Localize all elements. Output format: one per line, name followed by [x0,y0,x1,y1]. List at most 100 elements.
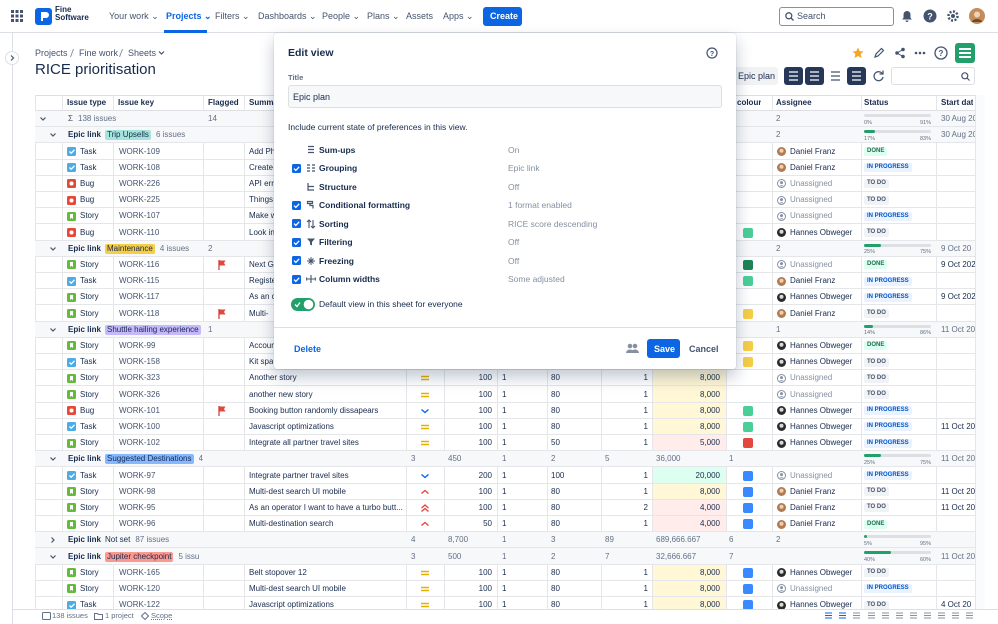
issue-key[interactable]: WORK-116 [119,259,160,269]
status-lozenge[interactable]: TO DO [864,228,889,237]
title-input[interactable] [288,85,722,108]
summary[interactable]: Multi-destination search [249,519,334,529]
checkbox-checked[interactable] [292,274,301,284]
footer-tool[interactable] [824,611,833,620]
checkbox-checked[interactable] [292,163,301,173]
star-icon[interactable] [852,47,864,59]
checkbox-unchecked[interactable] [292,145,301,154]
issue-key[interactable]: WORK-98 [119,486,156,496]
issue-row[interactable] [35,500,975,516]
issue-key[interactable]: WORK-97 [119,470,156,480]
issue-row[interactable] [35,581,975,597]
status-lozenge[interactable]: IN PROGRESS [864,211,912,221]
expand-toggle[interactable] [49,536,57,544]
footer-tool[interactable] [965,611,974,620]
issue-key[interactable]: WORK-158 [119,357,160,367]
column-header[interactable]: Summary [249,98,286,107]
status-lozenge[interactable]: IN PROGRESS [864,438,912,448]
issue-row[interactable] [35,354,975,371]
status-lozenge[interactable]: IN PROGRESS [864,471,912,480]
issue-key[interactable]: WORK-226 [119,178,160,188]
summary[interactable]: Add Ph [249,146,276,156]
save-button[interactable] [647,339,680,358]
status-lozenge[interactable]: IN PROGRESS [864,292,912,302]
issue-key[interactable]: WORK-323 [119,373,160,383]
status-lozenge[interactable]: IN PROGRESS [864,584,912,594]
issue-key[interactable]: WORK-225 [119,195,160,205]
status-lozenge[interactable]: DONE [864,341,888,351]
issue-key[interactable]: WORK-118 [119,308,160,318]
search-box[interactable] [779,7,894,26]
status-lozenge[interactable]: TO DO [864,357,889,367]
summary[interactable]: Multi- [249,308,269,318]
help-icon[interactable]: ? [923,9,937,23]
nav-item[interactable]: Plans ⌄ [367,11,400,21]
issue-row[interactable] [35,403,975,419]
issue-key[interactable]: WORK-120 [119,583,160,593]
breadcrumb[interactable]: Sheets [128,48,157,58]
summary[interactable]: As an c [249,292,276,302]
status-lozenge[interactable]: TO DO [864,503,889,513]
column-header[interactable]: Issue key [118,98,155,107]
footer-tool[interactable] [909,611,918,620]
issue-key[interactable]: WORK-326 [119,389,160,399]
summary[interactable]: Accoun [249,340,276,350]
issue-row[interactable] [35,484,975,500]
cancel-button[interactable]: Cancel [689,343,719,354]
issue-row[interactable] [35,419,975,435]
nav-item[interactable]: Assets [406,11,434,21]
column-header[interactable]: colour [737,98,762,107]
issue-key[interactable]: WORK-102 [119,438,160,448]
summary[interactable]: Registe [249,276,277,286]
apps-icon[interactable] [11,10,23,22]
status-lozenge[interactable]: TO DO [864,600,889,610]
column-header[interactable]: Start dat [941,98,974,107]
more-icon[interactable] [914,49,926,57]
column-header[interactable]: Flagged [208,98,239,107]
summary[interactable]: Create [249,162,274,172]
create-button[interactable] [483,7,522,26]
expand-toggle[interactable] [49,326,57,334]
sidebar-toggle[interactable] [5,51,19,65]
view-button[interactable] [733,67,778,85]
app-logo[interactable] [955,43,975,63]
checkbox-checked[interactable] [292,256,301,265]
status-lozenge[interactable]: DONE [864,147,888,156]
status-lozenge[interactable]: TO DO [864,195,889,205]
issue-row[interactable] [35,370,975,387]
status-lozenge[interactable]: TO DO [864,487,889,497]
footer-tool[interactable] [895,611,904,620]
breadcrumb[interactable]: Fine work [79,48,119,58]
summary[interactable]: Belt stopover 12 [249,567,307,577]
expand-toggle[interactable] [49,131,57,139]
expand-toggle[interactable] [49,245,57,253]
issue-key[interactable]: WORK-165 [119,567,160,577]
issue-key[interactable]: WORK-95 [119,502,156,512]
issue-key[interactable]: WORK-122 [119,600,160,610]
delete-button[interactable]: Delete [294,343,322,354]
share-icon[interactable] [894,47,906,59]
issue-key[interactable]: WORK-100 [119,421,160,431]
footer-tool[interactable] [937,611,946,620]
footer-tool[interactable] [923,611,932,620]
issue-row[interactable] [35,386,975,403]
summary[interactable]: Kit spa [249,357,274,367]
help-icon[interactable]: ? [934,46,948,60]
summary[interactable]: Look in [249,227,275,237]
issue-key[interactable]: WORK-99 [119,340,156,350]
refresh-icon[interactable] [872,69,885,82]
status-lozenge[interactable]: IN PROGRESS [864,163,912,173]
toolbar-button[interactable] [805,67,824,85]
toolbar-button[interactable] [784,67,803,85]
issue-row[interactable] [35,467,975,484]
modal-help-icon[interactable]: ? [706,47,718,59]
issue-key[interactable]: WORK-108 [119,162,160,172]
status-lozenge[interactable]: TO DO [864,309,889,318]
summary[interactable]: API err [249,178,274,188]
checkbox-checked[interactable] [292,219,301,228]
summary[interactable]: Javascript optimizations [249,421,334,431]
nav-item[interactable]: Filters ⌄ [215,11,250,21]
summary[interactable]: Make w [249,211,277,221]
column-header[interactable]: Assignee [776,98,812,107]
status-lozenge[interactable]: TO DO [864,390,889,399]
